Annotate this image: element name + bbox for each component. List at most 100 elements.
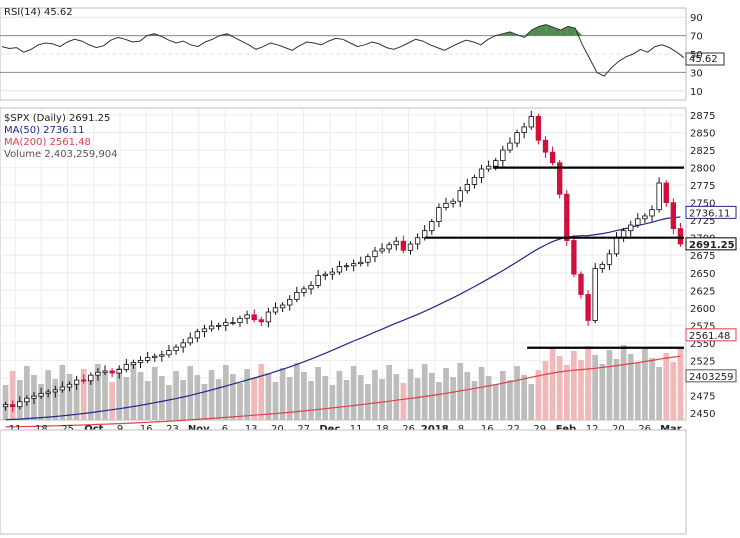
volume-bar (464, 372, 471, 420)
candle-body (308, 284, 314, 290)
candle (535, 113, 542, 145)
candle-body (301, 288, 307, 293)
volume-bar (293, 363, 300, 420)
price-badge-ma50 (685, 205, 737, 219)
ma200-line (5, 355, 681, 428)
candle-body (628, 224, 634, 232)
candle (599, 261, 605, 273)
volume-bar (542, 361, 549, 420)
price-tick-label: 2775 (690, 181, 715, 192)
candle (279, 302, 286, 313)
volume-bar (244, 369, 250, 420)
volume-bar (272, 382, 279, 420)
candle (343, 262, 350, 271)
candle (372, 246, 378, 263)
volume-bar (130, 363, 137, 420)
candle-body (9, 404, 16, 408)
candle-body (223, 322, 229, 326)
volume-bar (485, 376, 492, 420)
volume-bar (322, 376, 329, 420)
price-tick-label: 2825 (690, 146, 715, 157)
volume-legend: Volume 2,403,259,904 (4, 149, 118, 160)
rsi-panel: RSI(14) 45.62 45.62 10 30 50 70 90 (0, 7, 725, 101)
candle-body (429, 221, 435, 232)
candle (81, 374, 87, 384)
candle (52, 385, 58, 398)
candle-body (585, 294, 591, 321)
candle (677, 222, 684, 247)
price-tick-label: 2550 (690, 339, 715, 350)
candle (194, 328, 201, 343)
candle (208, 320, 215, 332)
volume-bar (251, 378, 258, 420)
candle (358, 256, 364, 267)
candle (571, 234, 577, 277)
candle-body (464, 184, 470, 192)
volume-bar (521, 375, 527, 420)
candle-body (358, 261, 364, 265)
candle (656, 177, 662, 213)
candle-body (66, 383, 73, 388)
volume-bar (549, 347, 556, 420)
candle (144, 351, 151, 364)
candle (180, 338, 186, 353)
candle (393, 237, 399, 251)
price-tick-label: 2600 (690, 304, 715, 315)
price-tick-label: 2650 (690, 269, 715, 280)
candle (102, 365, 108, 376)
candle-body (180, 342, 186, 348)
volume-bar (222, 365, 229, 420)
volume-bar (677, 348, 684, 420)
candle-body (350, 263, 357, 267)
volume-bar (613, 359, 620, 420)
candle (9, 400, 16, 413)
candle (201, 324, 208, 338)
candle-body (137, 360, 144, 363)
volume-bar (393, 374, 400, 420)
candle-body (521, 126, 527, 133)
candle-body (656, 182, 662, 211)
volume-bar (357, 375, 364, 420)
price-tick-label: 2800 (690, 164, 715, 175)
volume-bar (123, 377, 130, 420)
candle-body (564, 193, 570, 241)
volume-bar (343, 380, 350, 420)
candle-body (95, 371, 101, 376)
candle (386, 241, 392, 254)
volume-bar (201, 384, 208, 420)
candle (478, 164, 485, 184)
rsi-tick-label: 30 (690, 68, 703, 79)
candle-body (443, 202, 449, 208)
candle (272, 302, 279, 315)
symbol-legend: $SPX (Daily) 2691.25 (4, 113, 110, 124)
candle-body (322, 273, 328, 276)
candle (173, 344, 179, 355)
candle-body (237, 317, 243, 323)
candle-body (244, 314, 250, 319)
candle (17, 396, 23, 410)
volume-bar (450, 377, 456, 420)
candle-body (265, 311, 272, 323)
candle-body (642, 215, 648, 220)
candle-body (635, 218, 641, 226)
candle-body (649, 209, 655, 217)
candle (450, 198, 456, 208)
candle-body (436, 207, 442, 222)
candle-body (592, 268, 598, 321)
volume-bar (372, 370, 378, 420)
candle (521, 122, 527, 139)
candle (187, 332, 193, 346)
candle (663, 180, 669, 207)
candle-body (208, 325, 215, 330)
candle-body (422, 230, 428, 239)
candle (38, 387, 44, 399)
candle (542, 136, 549, 158)
candle (471, 174, 478, 189)
candle (45, 389, 51, 398)
price-panel: 2450247525002525255025752600262526502675… (0, 107, 737, 435)
candle (66, 381, 73, 392)
rsi-overbought-fill (575, 28, 583, 36)
volume-bar (308, 381, 314, 420)
volume-bar (180, 380, 186, 420)
